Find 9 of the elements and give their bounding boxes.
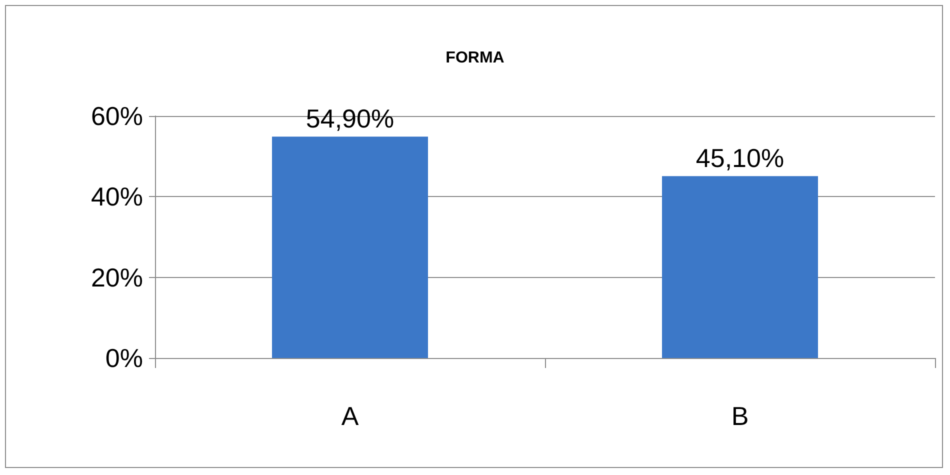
chart-title: FORMA — [446, 50, 505, 66]
data-label: 45,10% — [696, 143, 784, 174]
y-tick-label: 0% — [105, 343, 143, 373]
y-tick-label: 40% — [90, 182, 143, 212]
y-tick-label: 60% — [90, 101, 143, 131]
x-tick-label: A — [341, 401, 360, 431]
y-tick-label: 20% — [90, 262, 143, 292]
x-tick-label: B — [731, 401, 749, 431]
data-label: 54,90% — [306, 104, 394, 134]
